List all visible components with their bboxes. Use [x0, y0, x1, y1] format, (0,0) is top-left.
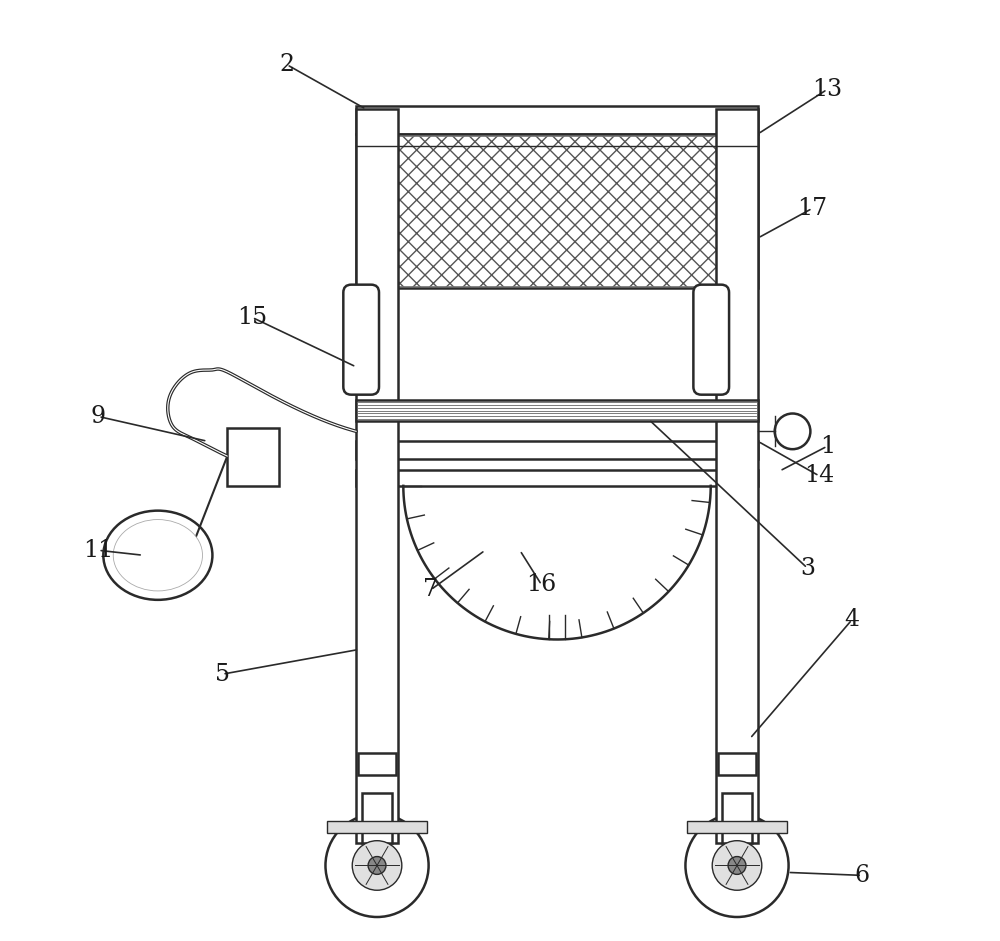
FancyBboxPatch shape	[343, 285, 379, 394]
Text: 9: 9	[91, 405, 106, 428]
Circle shape	[325, 814, 429, 917]
Circle shape	[685, 814, 789, 917]
Bar	[358, 136, 756, 286]
Text: 14: 14	[804, 465, 834, 487]
Bar	[362, 793, 392, 843]
Bar	[722, 793, 752, 843]
Text: 2: 2	[279, 53, 294, 76]
Ellipse shape	[103, 511, 212, 599]
Bar	[356, 134, 758, 288]
Text: 5: 5	[215, 662, 230, 686]
Bar	[356, 109, 398, 843]
Text: 15: 15	[237, 306, 267, 328]
Bar	[356, 106, 758, 134]
Text: 7: 7	[423, 579, 438, 601]
FancyBboxPatch shape	[693, 285, 729, 394]
Bar	[716, 109, 758, 843]
Bar	[327, 821, 427, 833]
Text: 6: 6	[854, 864, 870, 886]
Bar	[356, 400, 758, 422]
Bar	[356, 470, 758, 486]
Text: 13: 13	[812, 78, 842, 101]
Bar	[356, 441, 758, 459]
Bar	[718, 754, 756, 775]
Text: 1: 1	[820, 435, 835, 457]
Circle shape	[352, 840, 402, 890]
Bar	[227, 428, 279, 486]
Text: 11: 11	[83, 539, 114, 562]
Ellipse shape	[113, 519, 203, 591]
Text: 17: 17	[797, 197, 827, 220]
Circle shape	[775, 413, 810, 449]
Circle shape	[728, 856, 746, 874]
Text: 3: 3	[800, 557, 815, 580]
Bar	[358, 754, 396, 775]
Text: 4: 4	[844, 608, 860, 631]
Bar	[687, 821, 787, 833]
Text: 16: 16	[527, 573, 557, 597]
Circle shape	[712, 840, 762, 890]
Circle shape	[368, 856, 386, 874]
